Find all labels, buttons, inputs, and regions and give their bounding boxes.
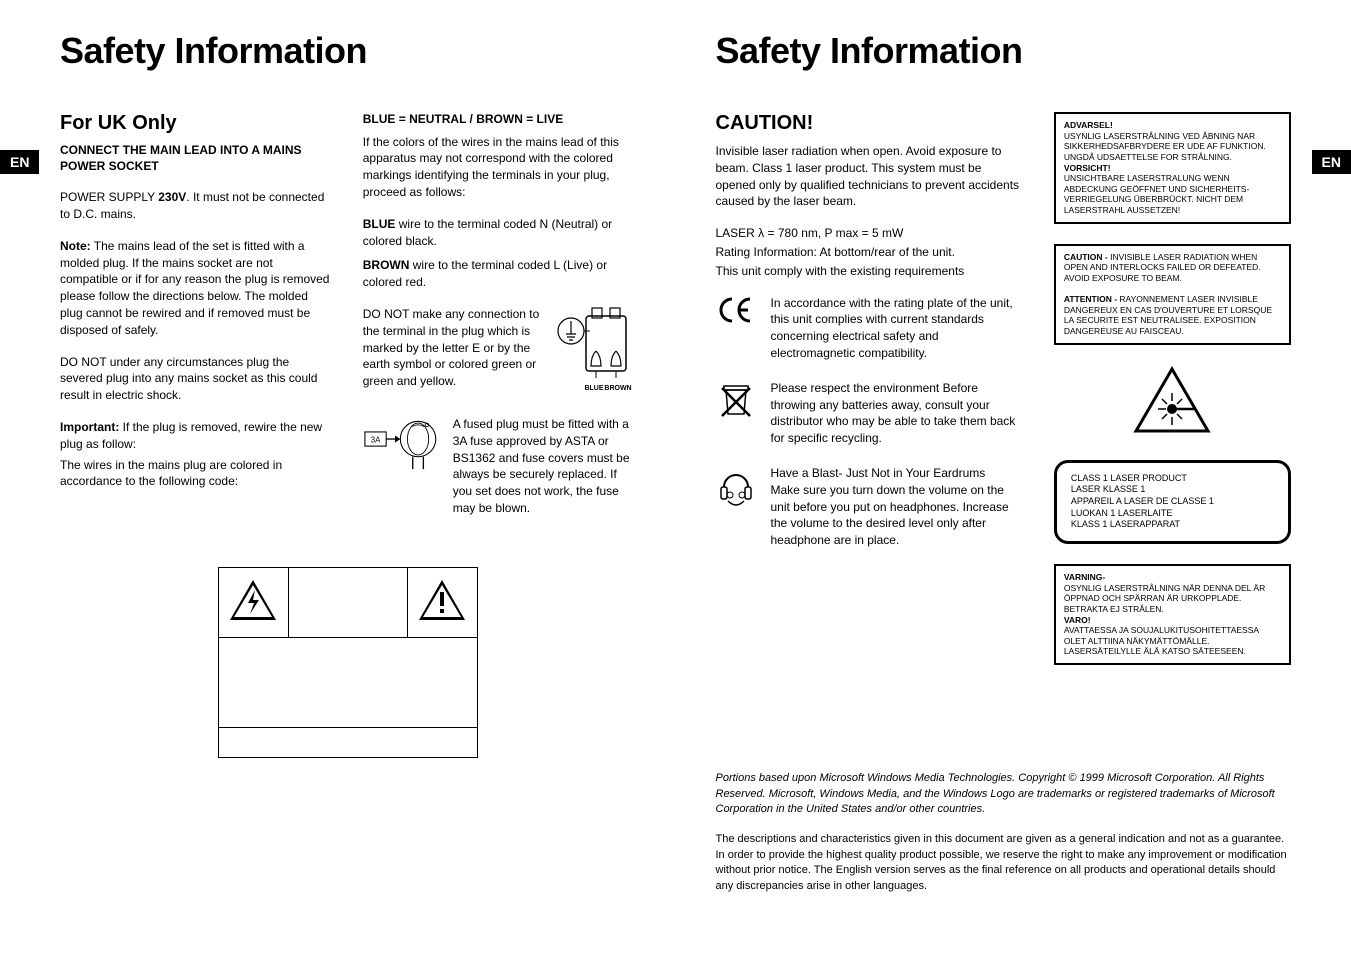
uk-heading: For UK Only (60, 112, 333, 135)
plug-diagram-icon: BLUE BROWN (556, 306, 636, 401)
right-title: Safety Information (716, 30, 1292, 72)
fuse-icon: 3A (363, 416, 443, 483)
donot-text: DO NOT under any circumstances plug the … (60, 354, 333, 404)
shock-triangle-icon (228, 578, 278, 622)
caution-p4: This unit comply with the existing requi… (716, 263, 1024, 280)
recycle-text: Please respect the environment Before th… (771, 380, 1024, 447)
brown-label: BROWN (363, 258, 410, 272)
power-supply-text: POWER SUPPLY 230V. It must not be connec… (60, 189, 333, 223)
recycle-row: Please respect the environment Before th… (716, 380, 1024, 447)
earth-row: DO NOT make any connection to the termin… (363, 306, 636, 401)
recycle-bin-icon (716, 380, 756, 425)
blue-wire: BLUE wire to the terminal coded N (Neutr… (363, 216, 636, 250)
right-columns: CAUTION! Invisible laser radiation when … (716, 112, 1292, 685)
code-text: The wires in the mains plug are colored … (60, 457, 333, 491)
note-label: Note: (60, 239, 91, 253)
caution-column: CAUTION! Invisible laser radiation when … (716, 112, 1024, 685)
fuse-row: 3A A fused plug must be fitted with a 3A… (363, 416, 636, 517)
brown-wire: BROWN wire to the terminal coded L (Live… (363, 257, 636, 291)
uk-sub: CONNECT THE MAIN LEAD INTO A MAINS POWER… (60, 143, 333, 174)
varning-text: OSYNLIG LASERSTRÅLNING NÄR DENNA DEL ÄR … (1064, 583, 1265, 614)
ps-a: POWER SUPPLY (60, 190, 158, 204)
footer-block: Portions based upon Microsoft Windows Me… (716, 771, 1292, 894)
headphone-row: Have a Blast- Just Not in Your Eardrums … (716, 465, 1024, 549)
advarsel-label: ADVARSEL! (1064, 120, 1113, 130)
ce-row: In accordance with the rating plate of t… (716, 295, 1024, 362)
advarsel-text: USYNLIG LASERSTRÅLNING VED ÅBNING NAR SI… (1064, 131, 1266, 162)
uk-column: For UK Only CONNECT THE MAIN LEAD INTO A… (60, 112, 333, 517)
advarsel-box: ADVARSEL! USYNLIG LASERSTRÅLNING VED ÅBN… (1054, 112, 1291, 224)
caution-heading: CAUTION! (716, 112, 1024, 135)
wire-heading: BLUE = NEUTRAL / BROWN = LIVE (363, 112, 636, 128)
right-page: EN Safety Information CAUTION! Invisible… (676, 0, 1351, 954)
caution-p1: Invisible laser radiation when open. Avo… (716, 143, 1024, 210)
fuse-text: A fused plug must be fitted with a 3A fu… (453, 416, 636, 517)
wire-p1: If the colors of the wires in the mains … (363, 134, 636, 201)
attention-label: ATTENTION - (1064, 294, 1120, 304)
hazard-cell-warn (407, 567, 477, 637)
note-text: Note: The mains lead of the set is fitte… (60, 238, 333, 339)
hazard-cell-mid (288, 567, 407, 637)
headphone-icon (716, 465, 756, 514)
hp-body: Make sure you turn down the volume on th… (771, 483, 1009, 547)
cautionbox-label: CAUTION - (1064, 252, 1110, 262)
svg-text:BLUE: BLUE (584, 385, 603, 392)
important-text: Important: If the plug is removed, rewir… (60, 419, 333, 453)
note-body: The mains lead of the set is fitted with… (60, 239, 329, 337)
ps-b: 230V (158, 190, 186, 204)
hp-title: Have a Blast- Just Not in Your Eardrums (771, 466, 986, 480)
laser-triangle-wrap (1054, 365, 1291, 440)
hazard-cell-body (218, 637, 477, 727)
varning-label: VARNING- (1064, 572, 1105, 582)
left-title: Safety Information (60, 30, 636, 72)
ce-text: In accordance with the rating plate of t… (771, 295, 1024, 362)
vorsicht-text: UNSICHTBARE LASERSTRALUNG WENN ABDECKUNG… (1064, 173, 1249, 215)
imp-label: Important: (60, 420, 119, 434)
blue-body: wire to the terminal coded N (Neutral) o… (363, 217, 612, 248)
varo-label: VARO! (1064, 615, 1091, 625)
class1-box: CLASS 1 LASER PRODUCT LASER KLASSE 1 APP… (1054, 460, 1291, 544)
headphone-text: Have a Blast- Just Not in Your Eardrums … (771, 465, 1024, 549)
left-page: EN Safety Information For UK Only CONNEC… (0, 0, 676, 954)
earth-text: DO NOT make any connection to the termin… (363, 306, 546, 390)
warning-column: ADVARSEL! USYNLIG LASERSTRÅLNING VED ÅBN… (1054, 112, 1291, 685)
class1-text: CLASS 1 LASER PRODUCT LASER KLASSE 1 APP… (1071, 473, 1214, 530)
laser-triangle-icon (1132, 365, 1212, 435)
left-columns: For UK Only CONNECT THE MAIN LEAD INTO A… (60, 112, 636, 517)
svg-text:3A: 3A (370, 436, 380, 445)
wire-column: BLUE = NEUTRAL / BROWN = LIVE If the col… (363, 112, 636, 517)
caution-p3: Rating Information: At bottom/rear of th… (716, 244, 1024, 261)
lang-badge-left: EN (0, 150, 39, 174)
blue-label: BLUE (363, 217, 396, 231)
lang-badge-right: EN (1312, 150, 1351, 174)
varo-text: AVATTAESSA JA SOUJALUKITUSOHITETTAESSA O… (1064, 625, 1259, 656)
hazard-cell-shock (218, 567, 288, 637)
hazard-cell-foot (218, 727, 477, 757)
warn-triangle-icon (417, 578, 467, 622)
svg-text:BROWN: BROWN (604, 385, 631, 392)
caution-p2: LASER λ = 780 nm, P max = 5 mW (716, 225, 1024, 242)
ce-icon (716, 295, 756, 330)
varning-box: VARNING- OSYNLIG LASERSTRÅLNING NÄR DENN… (1054, 564, 1291, 665)
hazard-table (218, 567, 478, 758)
vorsicht-label: VORSICHT! (1064, 163, 1111, 173)
footer-p: The descriptions and characteristics giv… (716, 833, 1287, 891)
footer-em: Portions based upon Microsoft Windows Me… (716, 771, 1292, 817)
caution-box: CAUTION - INVISIBLE LASER RADIATION WHEN… (1054, 244, 1291, 345)
